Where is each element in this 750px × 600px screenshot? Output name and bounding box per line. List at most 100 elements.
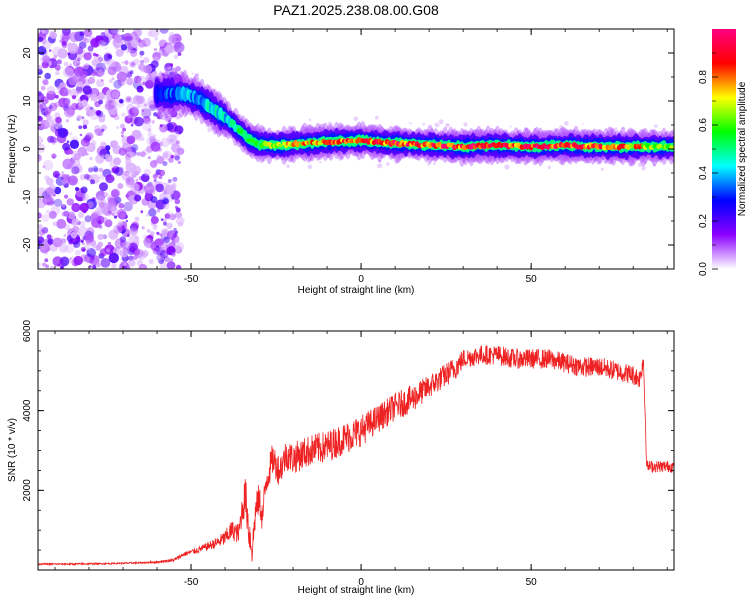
noise-speckle (75, 86, 83, 94)
noise-speckle (146, 229, 151, 233)
noise-speckle (131, 221, 139, 230)
noise-speckle (115, 48, 124, 57)
noise-speckle (84, 215, 92, 223)
noise-speckle (67, 89, 72, 94)
noise-speckle (131, 165, 142, 175)
noise-speckle (111, 189, 119, 198)
snr-xlabel: Height of straight line (km) (298, 585, 415, 596)
noise-speckle (61, 171, 65, 174)
noise-speckle (147, 120, 151, 124)
noise-speckle (509, 125, 512, 128)
noise-speckle (92, 264, 97, 269)
noise-speckle (68, 75, 78, 86)
noise-speckle (150, 141, 161, 152)
noise-speckle (88, 265, 92, 268)
noise-speckle (47, 135, 55, 143)
noise-speckle (127, 114, 132, 119)
snr-ylabel: SNR (10 * v/v) (7, 418, 18, 482)
x-tick-label: 50 (526, 274, 538, 285)
noise-speckle (164, 68, 171, 75)
noise-speckle (95, 62, 106, 73)
noise-speckle (54, 198, 63, 207)
noise-speckle (44, 72, 51, 80)
noise-speckle (173, 152, 181, 160)
noise-speckle (167, 66, 171, 70)
noise-speckle (104, 66, 109, 71)
noise-speckle (57, 48, 68, 59)
noise-speckle (56, 86, 61, 90)
figure-title: PAZ1.2025.238.08.00.G08 (273, 2, 439, 18)
noise-speckle (438, 119, 444, 125)
noise-speckle (363, 127, 368, 132)
noise-speckle (162, 152, 169, 159)
noise-speckle (104, 244, 115, 255)
noise-speckle (173, 227, 177, 232)
noise-speckle (94, 128, 103, 136)
noise-speckle (148, 208, 157, 217)
noise-speckle (108, 252, 120, 264)
noise-speckle (108, 229, 119, 240)
noise-speckle (153, 47, 158, 52)
noise-speckle (157, 154, 160, 158)
noise-speckle (38, 187, 47, 197)
noise-speckle (38, 236, 45, 245)
noise-speckle (129, 151, 136, 158)
noise-speckle (166, 222, 173, 230)
noise-speckle (81, 36, 87, 42)
noise-speckle (84, 134, 92, 142)
noise-speckle (169, 63, 173, 67)
noise-speckle (153, 223, 157, 227)
noise-speckle (106, 219, 110, 224)
noise-speckle (62, 142, 70, 151)
noise-speckle (82, 196, 87, 201)
noise-speckle (48, 49, 52, 52)
ridge-mark (658, 143, 663, 149)
noise-speckle (38, 262, 41, 268)
noise-speckle (110, 29, 122, 35)
noise-speckle (47, 238, 54, 245)
noise-speckle (63, 61, 69, 67)
noise-speckle (143, 64, 153, 74)
noise-speckle (101, 35, 109, 42)
noise-speckle (142, 56, 150, 64)
noise-speckle (125, 176, 135, 186)
noise-speckle (103, 192, 109, 197)
noise-speckle (207, 127, 213, 133)
x-tick-label: -50 (184, 577, 199, 588)
noise-speckle (174, 125, 184, 135)
noise-speckle (38, 143, 46, 154)
noise-speckle (76, 114, 82, 120)
noise-speckle (41, 214, 50, 222)
noise-speckle (559, 125, 564, 130)
noise-speckle (79, 31, 85, 37)
noise-speckle (130, 123, 134, 127)
noise-speckle (111, 166, 120, 174)
noise-speckle (71, 202, 81, 213)
spectrogram-ylabel: Frequency (Hz) (7, 115, 18, 184)
noise-speckle (126, 77, 134, 86)
noise-speckle (142, 121, 152, 131)
noise-speckle (422, 122, 426, 126)
noise-speckle (69, 63, 73, 67)
noise-speckle (38, 212, 42, 219)
noise-speckle (105, 174, 115, 184)
noise-speckle (84, 233, 95, 243)
spectrogram-xlabel: Height of straight line (km) (298, 285, 415, 296)
noise-speckle (90, 179, 95, 185)
noise-speckle (52, 237, 63, 248)
noise-speckle (339, 126, 342, 129)
noise-speckle (162, 230, 168, 236)
noise-speckle (133, 29, 142, 38)
noise-speckle (111, 212, 115, 217)
noise-speckle (134, 235, 139, 240)
noise-speckle (150, 60, 159, 69)
noise-speckle (144, 44, 147, 47)
spectrogram-panel: -50 0 50 -20 -10 0 10 20 Height of straight lin… (7, 28, 675, 296)
noise-speckle (44, 118, 54, 128)
noise-speckle (71, 95, 77, 100)
noise-speckle (111, 262, 117, 269)
noise-speckle (163, 236, 171, 244)
noise-speckle (38, 136, 43, 145)
noise-speckle (84, 173, 90, 180)
noise-speckle (59, 256, 70, 267)
